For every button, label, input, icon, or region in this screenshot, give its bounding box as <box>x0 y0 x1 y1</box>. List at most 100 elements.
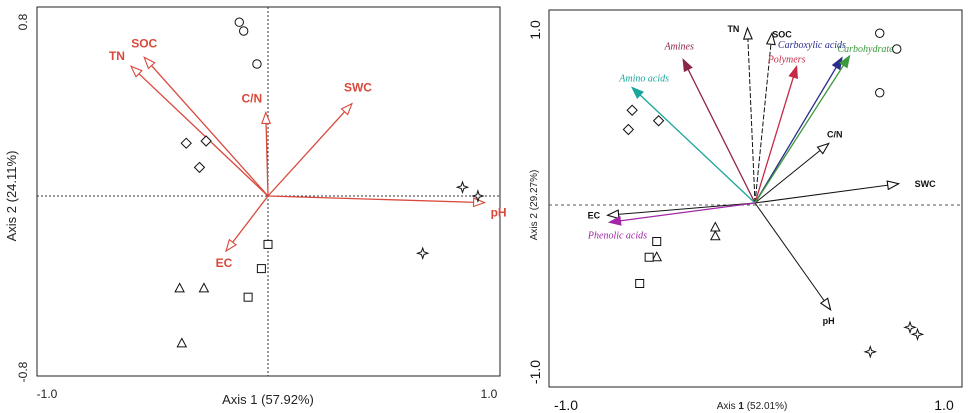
right-vector-amino-acids <box>631 87 756 204</box>
left-vector-label-ec: EC <box>216 256 233 270</box>
left-vector-label-swc: SWC <box>344 81 372 95</box>
right-point-triangle <box>709 230 721 241</box>
right-vector-soc <box>754 33 773 204</box>
right-vector-head-c-n <box>816 142 830 155</box>
left-vector-ph <box>267 195 485 204</box>
right-points <box>622 28 925 359</box>
left-ytick-max: 0.8 <box>16 13 30 30</box>
right-point-circle <box>875 28 885 38</box>
left-vector-label-soc: SOC <box>131 36 157 50</box>
right-point-diamond <box>652 115 665 127</box>
left-biplot: TN SOC C/N SWC pH EC -1.0 1.0 0.8 -0.8 Axis 1… <box>4 6 507 407</box>
right-vector-c-n <box>754 143 830 204</box>
left-point-square <box>263 239 273 249</box>
left-vector-label-tn: TN <box>109 49 125 63</box>
right-vector-label-phenolic-acids: Phenolic acids <box>587 230 647 241</box>
right-vector-head-tn <box>742 26 753 40</box>
right-point-triangle <box>709 221 721 232</box>
right-biplot: TN SOC C/N SWC pH EC Amines Carboxylic acids Pol… <box>527 9 963 413</box>
left-point-circle <box>252 59 262 69</box>
left-point-square <box>243 292 253 302</box>
left-vector-head-tn <box>129 65 143 78</box>
right-point-square <box>644 252 654 262</box>
left-vector-head-c-n <box>261 110 272 125</box>
left-point-star <box>455 180 470 194</box>
right-vector-carbohydrates <box>754 55 851 204</box>
right-vector-label-soc: SOC <box>772 29 792 39</box>
right-vector-head-soc <box>765 31 776 46</box>
right-point-circle <box>892 44 902 54</box>
right-vector-polymers <box>754 66 798 204</box>
right-vector-swc <box>754 183 899 204</box>
right-vector-label-ec: EC <box>588 210 601 220</box>
left-vectors: TN SOC C/N SWC pH EC <box>109 36 507 270</box>
right-vector-head-amines <box>682 58 693 73</box>
right-point-star <box>903 320 917 334</box>
right-vector-label-carboxylic-acids: Carboxylic acids <box>778 40 846 51</box>
right-y-axis-label: Axis 2 (29.27%) <box>529 170 540 241</box>
right-point-star <box>910 327 925 342</box>
right-x-axis-label-number: 1 <box>738 401 744 412</box>
right-vector-head-ec <box>606 209 620 220</box>
right-vector-head-ph <box>819 297 832 312</box>
left-vector-head-swc <box>340 102 354 116</box>
left-point-diamond <box>193 161 206 174</box>
left-point-circle <box>234 17 244 27</box>
left-point-star <box>415 246 430 260</box>
left-xtick-min: -1.0 <box>37 387 58 401</box>
right-vector-ec <box>607 202 756 216</box>
right-point-star <box>863 345 878 359</box>
right-point-square <box>635 279 645 288</box>
right-x-axis-label-suffix: (52.01%) <box>744 401 787 412</box>
left-vector-c-n <box>265 112 269 197</box>
left-point-triangle <box>176 337 188 348</box>
right-vector-carboxylic-acids <box>754 57 843 204</box>
right-x-axis-label-prefix: Axis <box>717 401 739 412</box>
left-xtick-max: 1.0 <box>481 387 498 401</box>
right-vector-label-tn: TN <box>727 24 739 34</box>
left-point-star <box>471 189 485 203</box>
right-vector-label-carbohydrates: Carbohydrates <box>838 44 898 55</box>
left-vector-label-ph: pH <box>491 206 507 220</box>
right-xtick-max: 1.0 <box>934 397 954 413</box>
right-xtick-min: -1.0 <box>554 397 578 413</box>
right-vector-head-swc <box>886 180 901 191</box>
right-vector-label-amino-acids: Amino acids <box>618 74 669 85</box>
right-point-square <box>652 237 662 246</box>
left-point-diamond <box>200 135 212 147</box>
right-point-diamond <box>622 123 635 136</box>
right-vector-head-polymers <box>788 65 798 80</box>
right-vector-amines <box>682 59 756 204</box>
left-point-square <box>256 264 266 274</box>
left-point-diamond <box>180 137 192 149</box>
right-vector-label-ph: pH <box>823 316 835 326</box>
left-vector-head-ec <box>225 238 237 253</box>
left-point-triangle <box>174 282 185 293</box>
right-point-diamond <box>626 104 638 116</box>
left-vector-soc <box>143 56 269 197</box>
right-vector-head-amino-acids <box>631 86 644 100</box>
right-vector-label-polymers: Polymers <box>767 55 806 66</box>
right-vector-label-c-n: C/N <box>827 130 843 140</box>
left-ytick-min: -0.8 <box>16 361 30 382</box>
right-vector-head-carbohydrates <box>839 54 851 69</box>
right-vector-label-amines: Amines <box>663 42 694 53</box>
left-x-axis-label: Axis 1 (57.92%) <box>222 392 314 407</box>
right-x-axis-label: Axis 1 (52.01%) <box>717 401 788 412</box>
left-vector-label-c-n: C/N <box>241 91 262 105</box>
right-ytick-max: 1.0 <box>527 20 543 40</box>
right-point-circle <box>875 88 885 98</box>
right-vectors: TN SOC C/N SWC pH EC Amines Carboxylic acids Pol… <box>587 24 936 326</box>
left-vector-swc <box>267 103 353 197</box>
left-point-triangle <box>198 282 210 293</box>
right-vector-phenolic-acids <box>609 202 756 223</box>
left-vector-tn <box>130 65 269 197</box>
right-vector-head-phenolic-acids <box>607 215 622 226</box>
left-y-axis-label: Axis 2 (24.11%) <box>4 151 19 242</box>
right-point-triangle <box>651 251 663 262</box>
right-plot-frame <box>548 9 963 388</box>
right-ytick-min: -1.0 <box>527 360 543 384</box>
left-points <box>174 17 485 348</box>
left-point-circle <box>238 26 249 36</box>
